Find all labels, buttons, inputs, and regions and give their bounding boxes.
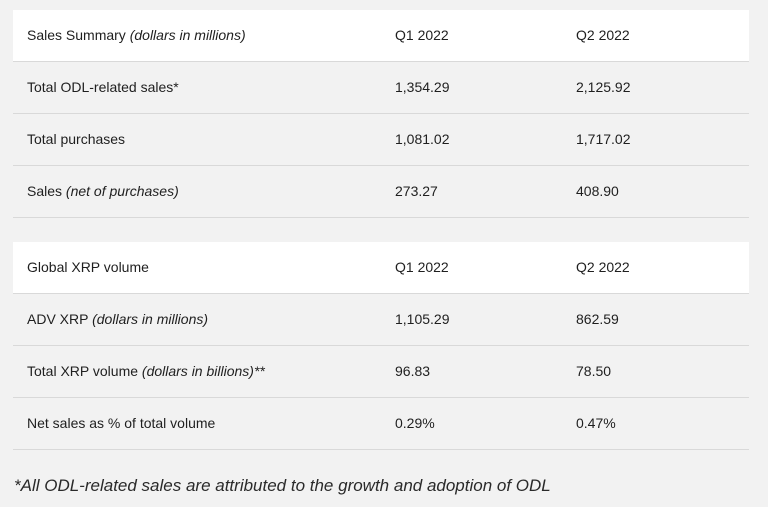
- table-header-row: Global XRP volume Q1 2022 Q2 2022: [13, 242, 749, 294]
- row-label-cell: Total ODL-related sales*: [27, 62, 179, 113]
- table-row: Net sales as % of total volume 0.29% 0.4…: [13, 398, 749, 450]
- table-row: ADV XRP (dollars in millions) 1,105.29 8…: [13, 294, 749, 346]
- row-label-cell: Total purchases: [27, 114, 125, 165]
- table-row: Sales (net of purchases) 273.27 408.90: [13, 166, 749, 218]
- header-label: Sales Summary: [27, 27, 126, 43]
- header-label-cell: Sales Summary (dollars in millions): [27, 10, 246, 61]
- row-q2-value: 408.90: [576, 183, 619, 199]
- row-label: ADV XRP: [27, 311, 89, 327]
- row-label-cell: Sales (net of purchases): [27, 166, 179, 217]
- table-row: Total purchases 1,081.02 1,717.02: [13, 114, 749, 166]
- header-label-cell: Global XRP volume: [27, 242, 149, 293]
- row-label-cell: Total XRP volume (dollars in billions)**: [27, 346, 265, 397]
- row-label: Net sales as % of total volume: [27, 415, 216, 431]
- row-q1-value: 1,105.29: [395, 311, 450, 327]
- row-q2-value: 0.47%: [576, 415, 616, 431]
- row-label-cell: Net sales as % of total volume: [27, 398, 215, 449]
- row-label-cell: ADV XRP (dollars in millions): [27, 294, 208, 345]
- footnote: *All ODL-related sales are attributed to…: [14, 476, 551, 495]
- header-label: Global XRP volume: [27, 259, 149, 275]
- row-q1-value: 1,081.02: [395, 131, 450, 147]
- table-row: Total XRP volume (dollars in billions)**…: [13, 346, 749, 398]
- row-q2-value: 78.50: [576, 363, 612, 379]
- row-note: (dollars in millions): [92, 311, 209, 327]
- header-q2: Q2 2022: [576, 259, 630, 275]
- table-header-row: Sales Summary (dollars in millions) Q1 2…: [13, 10, 749, 62]
- header-q2: Q2 2022: [576, 27, 630, 43]
- row-label: Total XRP volume: [27, 363, 139, 379]
- row-q1-value: 1,354.29: [395, 79, 450, 95]
- row-q1-value: 0.29%: [395, 415, 435, 431]
- row-note: (net of purchases): [65, 183, 179, 199]
- header-note: (dollars in millions): [129, 27, 246, 43]
- row-label: Sales: [27, 183, 63, 199]
- header-q1: Q1 2022: [395, 259, 449, 275]
- row-q2-value: 1,717.02: [576, 131, 631, 147]
- row-note: (dollars in billions)**: [141, 363, 265, 379]
- table-row: Total ODL-related sales* 1,354.29 2,125.…: [13, 62, 749, 114]
- row-label: Total purchases: [27, 131, 126, 147]
- row-q2-value: 862.59: [576, 311, 619, 327]
- xrp-volume-table: Global XRP volume Q1 2022 Q2 2022 ADV XR…: [13, 242, 749, 450]
- row-q1-value: 96.83: [395, 363, 431, 379]
- header-q1: Q1 2022: [395, 27, 449, 43]
- row-q1-value: 273.27: [395, 183, 438, 199]
- row-label: Total ODL-related sales*: [27, 79, 179, 95]
- row-q2-value: 2,125.92: [576, 79, 631, 95]
- sales-summary-table: Sales Summary (dollars in millions) Q1 2…: [13, 10, 749, 218]
